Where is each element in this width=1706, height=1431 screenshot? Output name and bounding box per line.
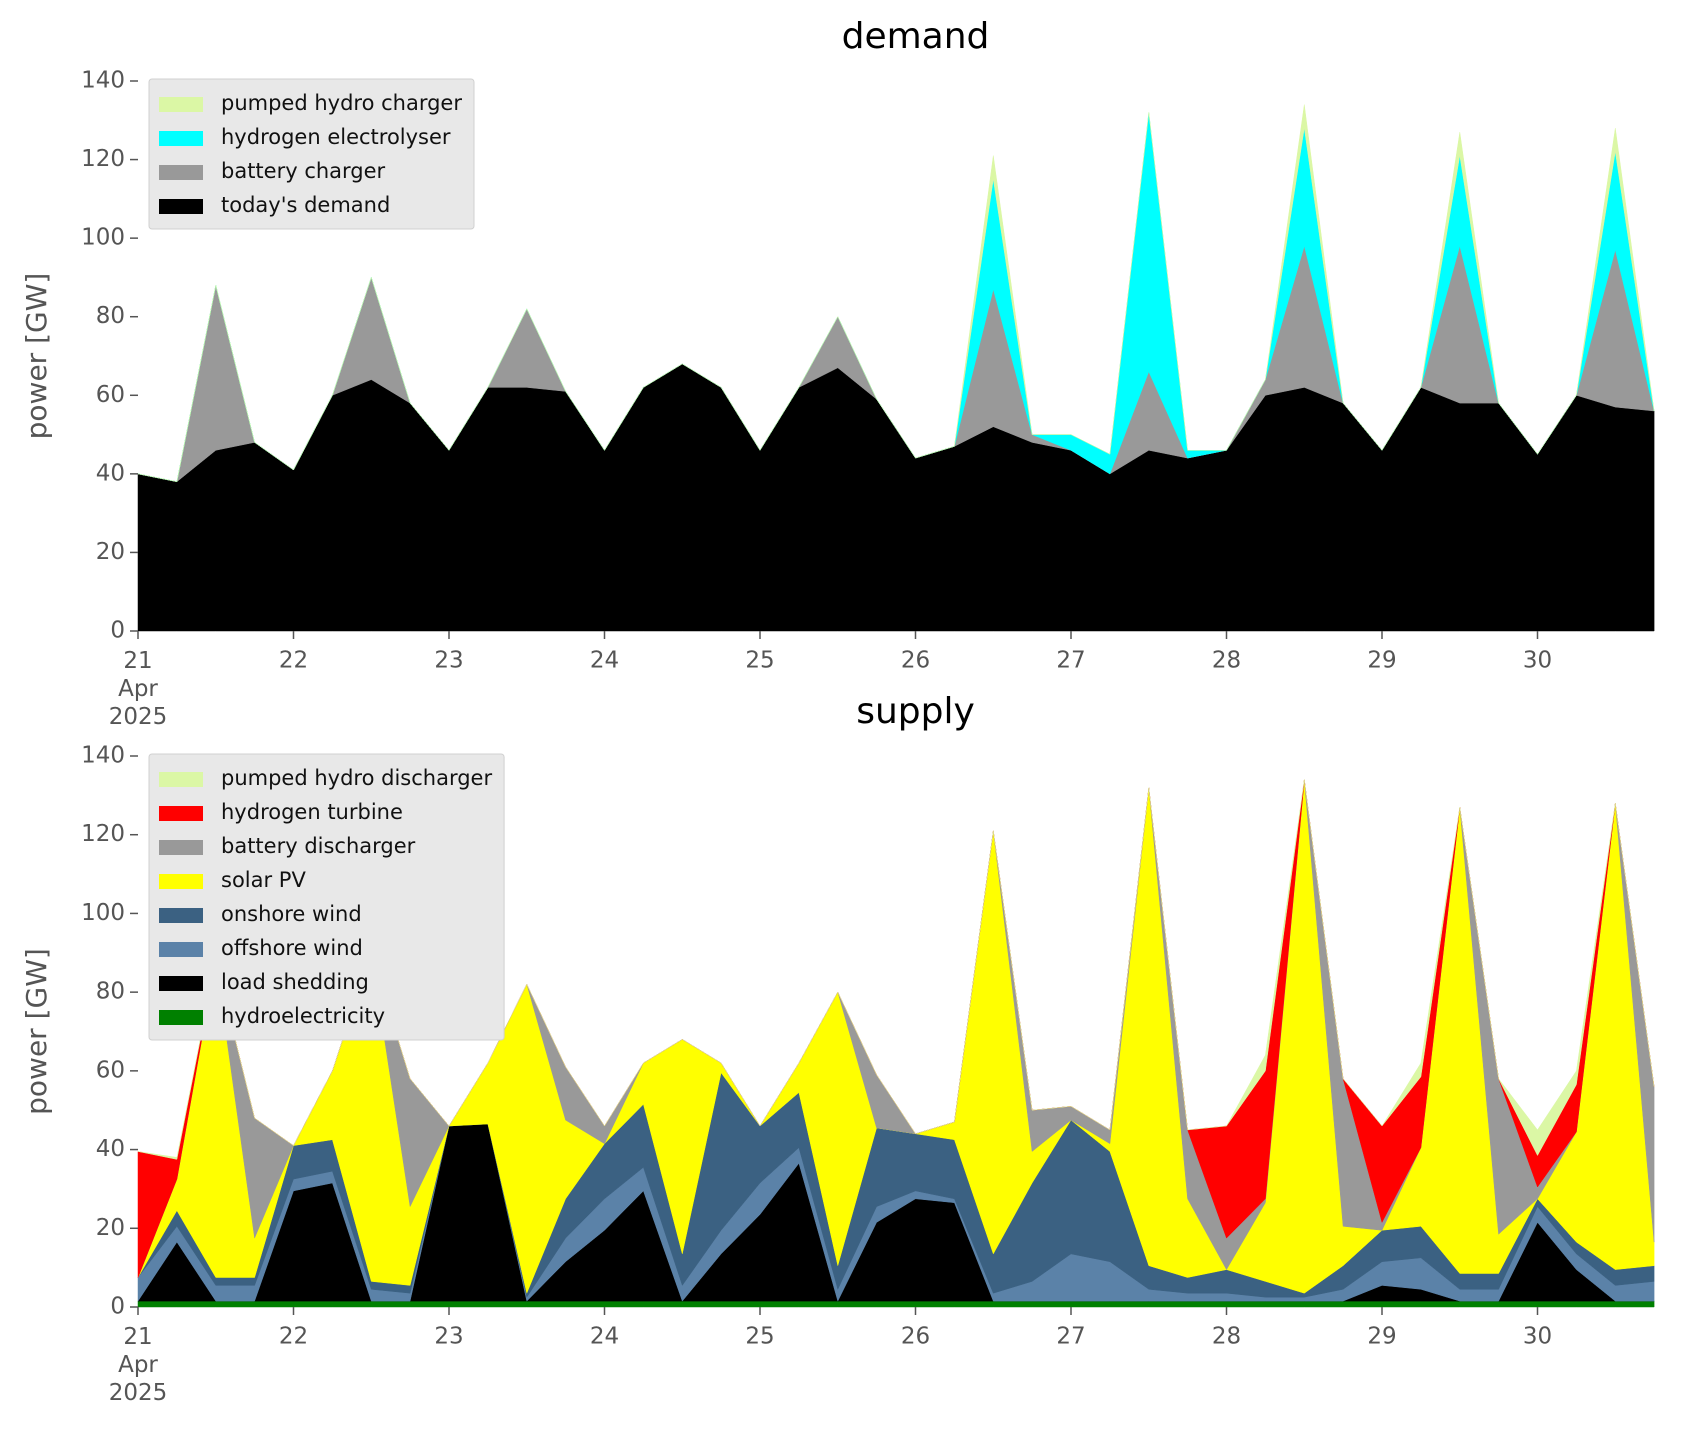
y-tick-label: 80 bbox=[96, 979, 125, 1005]
x-tick-label: 26 bbox=[901, 648, 930, 674]
y-tick-label: 60 bbox=[96, 382, 125, 408]
legend-swatch bbox=[159, 97, 203, 112]
y-tick-label: 20 bbox=[96, 1215, 125, 1241]
legend-swatch bbox=[159, 165, 203, 180]
legend-swatch bbox=[159, 908, 203, 923]
y-tick-label: 40 bbox=[96, 1136, 125, 1162]
legend-swatch bbox=[159, 772, 203, 787]
y-tick-label: 100 bbox=[81, 225, 125, 251]
x-tick-label: 24 bbox=[590, 1324, 619, 1350]
x-tick-label: 23 bbox=[434, 1324, 463, 1350]
legend-label: hydrogen electrolyser bbox=[221, 125, 451, 149]
legend-swatch bbox=[159, 1010, 203, 1025]
y-axis-label: power [GW] bbox=[20, 273, 53, 440]
y-tick-label: 140 bbox=[81, 743, 125, 769]
legend-label: hydrogen turbine bbox=[221, 800, 403, 824]
x-tick-label: 27 bbox=[1056, 648, 1085, 674]
legend-swatch bbox=[159, 806, 203, 821]
x-tick-label: 26 bbox=[901, 1324, 930, 1350]
area bbox=[137, 1300, 1655, 1308]
legend-label: battery charger bbox=[221, 159, 386, 183]
x-tick-label: 28 bbox=[1212, 1324, 1241, 1350]
legend-label: today's demand bbox=[221, 193, 390, 217]
legend-swatch bbox=[159, 874, 203, 889]
legend-swatch bbox=[159, 942, 203, 957]
legend bbox=[148, 753, 505, 1041]
legend-label: onshore wind bbox=[221, 902, 362, 926]
y-tick-label: 40 bbox=[96, 460, 125, 486]
y-tick-label: 0 bbox=[110, 618, 125, 644]
y-tick-label: 140 bbox=[81, 68, 125, 94]
area bbox=[137, 779, 1655, 1160]
legend-label: battery discharger bbox=[221, 834, 416, 858]
x-tick-label: 21 Apr 2025 bbox=[109, 1324, 168, 1406]
x-tick-label: 24 bbox=[590, 648, 619, 674]
legend-swatch bbox=[159, 840, 203, 855]
x-tick-label: 22 bbox=[279, 1324, 308, 1350]
legend bbox=[148, 78, 475, 230]
x-tick-label: 30 bbox=[1523, 648, 1552, 674]
y-tick-label: 0 bbox=[110, 1294, 125, 1320]
y-axis-label: power [GW] bbox=[20, 948, 53, 1115]
x-tick-label: 25 bbox=[745, 648, 774, 674]
legend-label: solar PV bbox=[221, 868, 306, 892]
legend-swatch bbox=[159, 131, 203, 146]
y-tick-label: 120 bbox=[81, 821, 125, 847]
x-tick-label: 25 bbox=[745, 1324, 774, 1350]
legend-swatch bbox=[159, 199, 203, 214]
y-tick-label: 20 bbox=[96, 539, 125, 565]
area bbox=[137, 104, 1655, 482]
x-tick-label: 21 Apr 2025 bbox=[109, 648, 168, 730]
chart-title: demand bbox=[842, 16, 990, 57]
legend-label: offshore wind bbox=[221, 936, 363, 960]
area bbox=[137, 363, 1655, 632]
x-tick-label: 23 bbox=[434, 648, 463, 674]
x-tick-label: 27 bbox=[1056, 1324, 1085, 1350]
y-tick-label: 120 bbox=[81, 146, 125, 172]
legend-label: hydroelectricity bbox=[221, 1004, 385, 1028]
x-tick-label: 30 bbox=[1523, 1324, 1552, 1350]
x-tick-label: 22 bbox=[279, 648, 308, 674]
x-tick-label: 29 bbox=[1367, 648, 1396, 674]
legend-swatch bbox=[159, 976, 203, 991]
legend-label: load shedding bbox=[221, 970, 369, 994]
legend-label: pumped hydro discharger bbox=[221, 766, 492, 790]
y-tick-label: 80 bbox=[96, 303, 125, 329]
chart-title: supply bbox=[856, 691, 975, 732]
y-tick-label: 100 bbox=[81, 900, 125, 926]
x-tick-label: 29 bbox=[1367, 1324, 1396, 1350]
y-tick-label: 60 bbox=[96, 1057, 125, 1083]
x-tick-label: 28 bbox=[1212, 648, 1241, 674]
legend-label: pumped hydro charger bbox=[221, 91, 462, 115]
